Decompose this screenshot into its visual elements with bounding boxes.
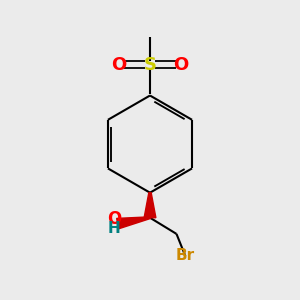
Text: O: O	[107, 210, 121, 228]
Polygon shape	[117, 217, 150, 229]
Text: O: O	[112, 56, 127, 74]
Text: O: O	[173, 56, 188, 74]
Text: H: H	[108, 221, 121, 236]
Text: Br: Br	[176, 248, 195, 263]
Text: S: S	[143, 56, 157, 74]
Polygon shape	[144, 193, 156, 218]
